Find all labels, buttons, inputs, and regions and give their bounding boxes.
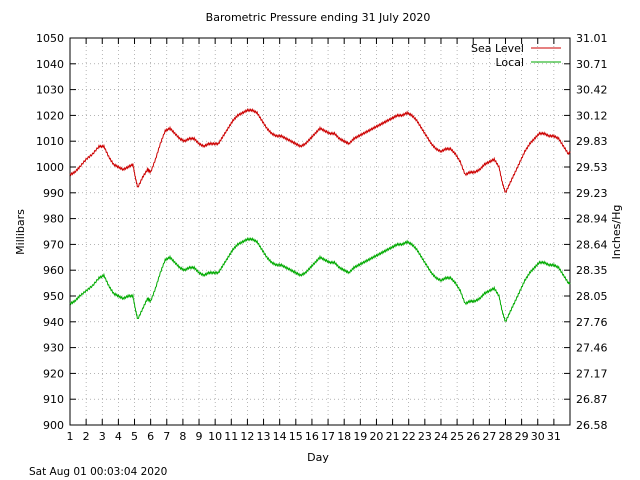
- x-tick-label: 2: [83, 430, 90, 443]
- x-tick-label: 20: [369, 430, 383, 443]
- x-tick-label: 25: [450, 430, 464, 443]
- x-tick-label: 14: [273, 430, 287, 443]
- series-line-sea-level: [69, 107, 571, 193]
- x-tick-label: 23: [418, 430, 432, 443]
- y-axis-right: 26.58 26.87 27.17 27.46 27.76 28.05 28.35 28.64…: [564, 32, 608, 432]
- y2-tick-label: 29.23: [576, 187, 608, 200]
- x-tick-label: 24: [434, 430, 448, 443]
- y2-tick-label: 29.53: [576, 161, 608, 174]
- y2-tick-label: 28.94: [576, 213, 608, 226]
- legend: Sea Level Local: [471, 42, 561, 69]
- y2-tick-label: 31.01: [576, 32, 608, 45]
- y-tick-label: 980: [43, 213, 64, 226]
- x-tick-label: 5: [131, 430, 138, 443]
- x-tick-label: 1: [67, 430, 74, 443]
- x-tick-label: 7: [163, 430, 170, 443]
- timestamp: Sat Aug 01 00:03:04 2020: [29, 466, 167, 478]
- x-tick-label: 17: [321, 430, 335, 443]
- x-tick-label: 18: [337, 430, 351, 443]
- y2-tick-label: 28.35: [576, 264, 608, 277]
- x-tick-label: 31: [547, 430, 561, 443]
- y-axis-label: Millibars: [14, 209, 27, 255]
- x-tick-label: 10: [208, 430, 222, 443]
- y2-tick-label: 30.12: [576, 109, 608, 122]
- x-tick-label: 19: [353, 430, 367, 443]
- y-tick-label: 910: [43, 393, 64, 406]
- series-line-local: [69, 236, 571, 322]
- y2-tick-label: 26.58: [576, 419, 608, 432]
- y2-tick-label: 28.64: [576, 238, 608, 251]
- x-tick-label: 6: [147, 430, 154, 443]
- y-tick-label: 990: [43, 187, 64, 200]
- x-tick-label: 28: [498, 430, 512, 443]
- y-tick-label: 1030: [36, 84, 64, 97]
- x-tick-label: 12: [240, 430, 254, 443]
- x-tick-label: 22: [402, 430, 416, 443]
- y2-tick-label: 30.71: [576, 58, 608, 71]
- x-tick-label: 4: [115, 430, 122, 443]
- x-axis-label: Day: [307, 451, 329, 464]
- x-tick-label: 9: [196, 430, 203, 443]
- y-tick-label: 930: [43, 342, 64, 355]
- x-tick-label: 26: [466, 430, 480, 443]
- y-tick-label: 1000: [36, 161, 64, 174]
- x-tick-label: 13: [257, 430, 271, 443]
- x-axis: 1 2 3 4 5 6 7 8 9 10 11 12 13 14 15 16 17 18 19 20 21 22 23 24 2…: [67, 38, 561, 443]
- y-tick-label: 1040: [36, 58, 64, 71]
- y-tick-label: 1020: [36, 109, 64, 122]
- y2-tick-label: 27.17: [576, 367, 608, 380]
- legend-label-local: Local: [495, 56, 524, 69]
- y2-tick-label: 27.46: [576, 342, 608, 355]
- y-axis-left: 900 910 920 930 940 950 960 970 980 990 1000 1010 10…: [36, 32, 76, 432]
- x-tick-label: 8: [179, 430, 186, 443]
- y2-axis-label: Inches/Hg: [610, 205, 623, 260]
- y2-tick-label: 26.87: [576, 393, 608, 406]
- y-tick-label: 920: [43, 367, 64, 380]
- y-tick-label: 960: [43, 264, 64, 277]
- chart-title: Barometric Pressure ending 31 July 2020: [206, 11, 431, 24]
- y-tick-label: 940: [43, 316, 64, 329]
- x-tick-label: 11: [224, 430, 238, 443]
- y2-tick-label: 28.05: [576, 290, 608, 303]
- y-tick-label: 900: [43, 419, 64, 432]
- grid-lines: [70, 38, 570, 425]
- series-lines: [69, 107, 571, 322]
- y2-tick-label: 27.76: [576, 316, 608, 329]
- y-tick-label: 1010: [36, 135, 64, 148]
- y2-tick-label: 29.83: [576, 135, 608, 148]
- x-tick-label: 3: [99, 430, 106, 443]
- y-tick-label: 1050: [36, 32, 64, 45]
- y2-tick-label: 30.42: [576, 84, 608, 97]
- x-tick-label: 21: [386, 430, 400, 443]
- x-tick-label: 16: [305, 430, 319, 443]
- plot-frame: [69, 37, 571, 426]
- x-tick-label: 27: [482, 430, 496, 443]
- legend-label-sea-level: Sea Level: [471, 42, 524, 55]
- y-tick-label: 970: [43, 238, 64, 251]
- y-tick-label: 950: [43, 290, 64, 303]
- x-tick-label: 15: [289, 430, 303, 443]
- x-tick-label: 30: [531, 430, 545, 443]
- x-tick-label: 29: [515, 430, 529, 443]
